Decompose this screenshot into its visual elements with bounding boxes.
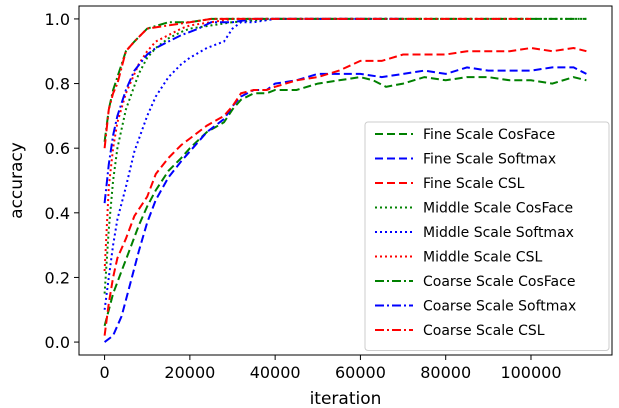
legend-label-8: Coarse Scale CSL xyxy=(423,323,545,339)
x-tick-label-0: 0 xyxy=(99,363,109,382)
series-line-0 xyxy=(103,76,587,327)
series-line-1 xyxy=(103,66,587,343)
y-tick-label-2: 0.4 xyxy=(45,204,70,223)
legend-label-3: Middle Scale CosFace xyxy=(423,201,573,217)
y-tick-label-5: 1.0 xyxy=(45,10,70,29)
series-line-5 xyxy=(103,17,361,272)
plot-lines xyxy=(103,17,587,343)
plot-frame xyxy=(78,5,613,356)
series-line-2 xyxy=(103,46,587,336)
legend-label-0: Fine Scale CosFace xyxy=(423,127,555,143)
legend-label-4: Middle Scale Softmax xyxy=(423,225,574,241)
y-tick-label-3: 0.6 xyxy=(45,139,70,158)
x-tick-label-2: 40000 xyxy=(250,363,301,382)
y-tick-label-1: 0.2 xyxy=(45,268,70,287)
x-tick-label-1: 20000 xyxy=(164,363,215,382)
legend-label-7: Coarse Scale Softmax xyxy=(423,299,576,315)
legend-label-1: Fine Scale Softmax xyxy=(423,152,556,168)
series-line-8 xyxy=(103,17,531,149)
series-line-4 xyxy=(103,17,404,310)
legend-box xyxy=(364,121,610,351)
y-tick-label-4: 0.8 xyxy=(45,75,70,94)
y-axis-ticks: 0.0 0.2 0.4 0.6 0.8 1.0 xyxy=(45,10,79,352)
legend-label-5: Middle Scale CSL xyxy=(423,250,542,266)
x-axis-ticks: 0 20000 40000 60000 80000 100000 xyxy=(99,355,562,382)
x-axis-label: iteration xyxy=(310,389,382,408)
legend: Fine Scale CosFace Fine Scale Softmax Fine… xyxy=(364,121,610,351)
x-tick-label-3: 60000 xyxy=(335,363,386,382)
y-axis-label: accuracy xyxy=(7,142,27,219)
x-tick-label-5: 100000 xyxy=(500,363,561,382)
y-tick-label-0: 0.0 xyxy=(45,333,70,352)
legend-label-2: Fine Scale CSL xyxy=(423,176,525,192)
x-tick-label-4: 80000 xyxy=(420,363,471,382)
legend-label-6: Coarse Scale CosFace xyxy=(423,274,575,290)
